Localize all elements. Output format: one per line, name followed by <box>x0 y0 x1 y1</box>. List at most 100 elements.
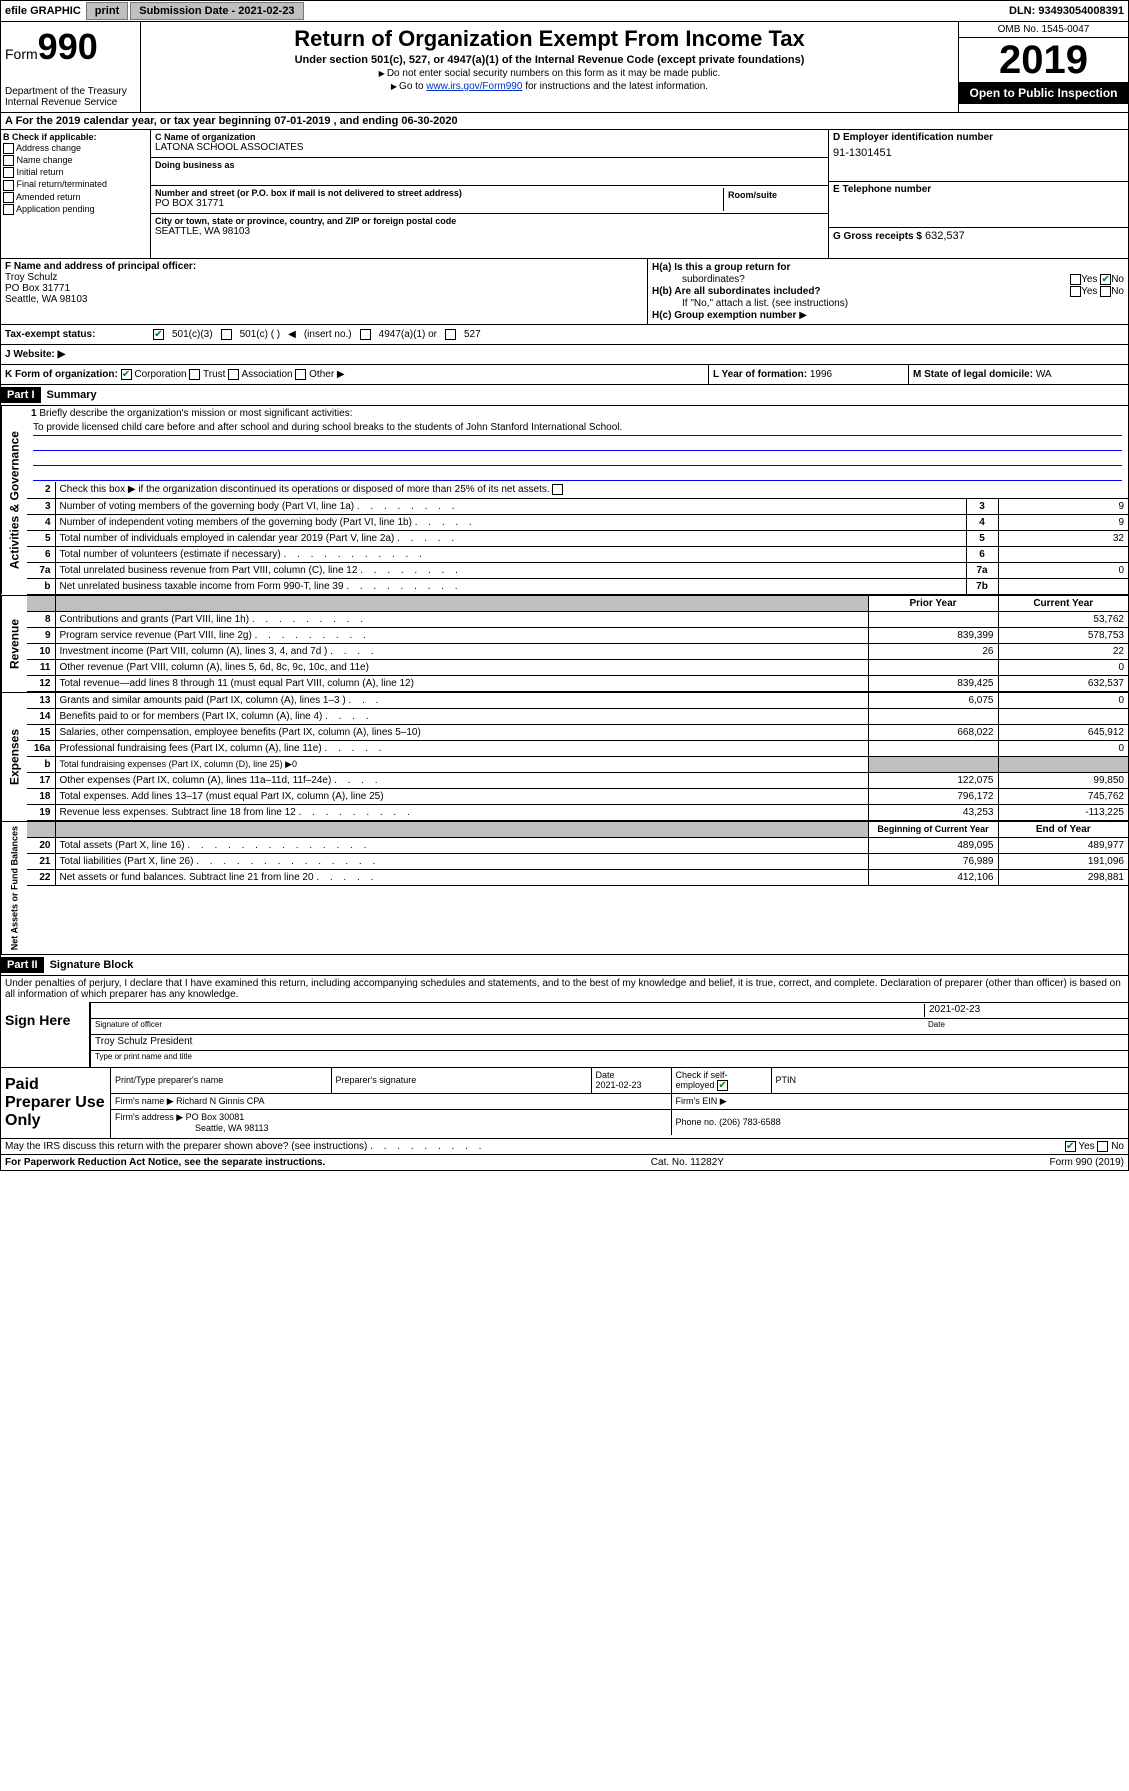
side-revenue: Revenue <box>1 596 27 692</box>
l7a-val: 0 <box>998 562 1128 578</box>
form-title: Return of Organization Exempt From Incom… <box>145 26 954 52</box>
paperwork-notice: For Paperwork Reduction Act Notice, see … <box>5 1157 325 1168</box>
l8-prior <box>868 611 998 627</box>
l15-curr: 645,912 <box>998 724 1128 740</box>
cb-501c[interactable] <box>221 329 232 340</box>
l21-beg: 76,989 <box>868 853 998 869</box>
l20-beg: 489,095 <box>868 837 998 853</box>
l17-prior: 122,075 <box>868 772 998 788</box>
expenses-section: Expenses 13Grants and similar amounts pa… <box>0 693 1129 822</box>
cb-address[interactable]: Address change <box>3 143 148 154</box>
efile-label: efile GRAPHIC <box>1 5 85 17</box>
l14-curr <box>998 708 1128 724</box>
netassets-table: Beginning of Current YearEnd of Year 20T… <box>27 822 1128 886</box>
l7b-val <box>998 578 1128 594</box>
street: PO BOX 31771 <box>155 198 723 209</box>
l3-val: 9 <box>998 498 1128 514</box>
state-domicile: WA <box>1036 369 1052 380</box>
cb-amended[interactable]: Amended return <box>3 192 148 203</box>
signature-block: Under penalties of perjury, I declare th… <box>0 976 1129 1068</box>
hb-yes[interactable] <box>1070 286 1081 297</box>
cb-assoc[interactable] <box>228 369 239 380</box>
l16a-curr: 0 <box>998 740 1128 756</box>
hb-no[interactable] <box>1100 286 1111 297</box>
preparer-block: Paid Preparer Use Only Print/Type prepar… <box>0 1068 1129 1139</box>
l11-curr: 0 <box>998 659 1128 675</box>
form990-link[interactable]: www.irs.gov/Form990 <box>426 81 522 92</box>
cb-4947[interactable] <box>360 329 371 340</box>
l13-curr: 0 <box>998 693 1128 709</box>
dept-label: Department of the Treasury <box>5 86 136 97</box>
l20-end: 489,977 <box>998 837 1128 853</box>
website-row: J Website: ▶ <box>0 345 1129 365</box>
side-expenses: Expenses <box>1 693 27 821</box>
print-button[interactable]: print <box>86 2 128 20</box>
discuss-no[interactable] <box>1097 1141 1108 1152</box>
penalty-text: Under penalties of perjury, I declare th… <box>1 976 1128 1002</box>
gross-receipts: 632,537 <box>925 230 965 242</box>
l19-curr: -113,225 <box>998 804 1128 820</box>
part-ii-header: Part IISignature Block <box>0 955 1129 976</box>
l21-end: 191,096 <box>998 853 1128 869</box>
sig-date: 2021-02-23 <box>924 1004 1124 1017</box>
cb-discontinued[interactable] <box>552 484 563 495</box>
l16a-prior <box>868 740 998 756</box>
l17-curr: 99,850 <box>998 772 1128 788</box>
l6-val <box>998 546 1128 562</box>
cat-no: Cat. No. 11282Y <box>651 1157 724 1168</box>
subdate-button[interactable]: Submission Date - 2021-02-23 <box>130 2 303 20</box>
l4-val: 9 <box>998 514 1128 530</box>
omb-label: OMB No. 1545-0047 <box>959 22 1128 38</box>
form-subtitle: Under section 501(c), 527, or 4947(a)(1)… <box>145 54 954 66</box>
cb-501c3[interactable] <box>153 329 164 340</box>
discuss-yes[interactable] <box>1065 1141 1076 1152</box>
irs-label: Internal Revenue Service <box>5 97 136 108</box>
l22-end: 298,881 <box>998 869 1128 885</box>
l12-prior: 839,425 <box>868 675 998 691</box>
netassets-section: Net Assets or Fund Balances Beginning of… <box>0 822 1129 955</box>
inst1: Do not enter social security numbers on … <box>145 68 954 79</box>
year-formation: 1996 <box>810 369 832 380</box>
firm-addr2: Seattle, WA 98113 <box>115 1123 269 1133</box>
cb-name[interactable]: Name change <box>3 155 148 166</box>
sign-here-label: Sign Here <box>1 1002 91 1067</box>
revenue-section: Revenue Prior YearCurrent Year 8Contribu… <box>0 596 1129 693</box>
firm-name: Richard N Ginnis CPA <box>176 1096 264 1106</box>
cb-other[interactable] <box>295 369 306 380</box>
col-c: C Name of organizationLATONA SCHOOL ASSO… <box>151 130 828 258</box>
cb-corp[interactable] <box>121 369 132 380</box>
l15-prior: 668,022 <box>868 724 998 740</box>
cb-trust[interactable] <box>189 369 200 380</box>
l9-curr: 578,753 <box>998 627 1128 643</box>
discuss-row: May the IRS discuss this return with the… <box>0 1139 1129 1155</box>
governance-table: 2Check this box ▶ if the organization di… <box>27 482 1128 594</box>
l18-prior: 796,172 <box>868 788 998 804</box>
header-left: Form990 Department of the Treasury Inter… <box>1 22 141 112</box>
ha-yes[interactable] <box>1070 274 1081 285</box>
officer-addr2: Seattle, WA 98103 <box>5 294 643 305</box>
col-de: D Employer identification number91-13014… <box>828 130 1128 258</box>
officer-addr1: PO Box 31771 <box>5 283 643 294</box>
ein: 91-1301451 <box>833 147 1124 159</box>
l18-curr: 745,762 <box>998 788 1128 804</box>
expenses-table: 13Grants and similar amounts paid (Part … <box>27 693 1128 821</box>
korg-row: K Form of organization: Corporation Trus… <box>0 365 1129 385</box>
activities-governance: Activities & Governance 1 Briefly descri… <box>0 406 1129 595</box>
ha-no[interactable] <box>1100 274 1111 285</box>
officer-sig-name: Troy Schulz President <box>95 1036 1124 1049</box>
cb-final[interactable]: Final return/terminated <box>3 179 148 190</box>
side-netassets: Net Assets or Fund Balances <box>1 822 27 954</box>
firm-addr1: PO Box 30081 <box>186 1112 245 1122</box>
cb-application[interactable]: Application pending <box>3 204 148 215</box>
footer: For Paperwork Reduction Act Notice, see … <box>0 1155 1129 1171</box>
l10-prior: 26 <box>868 643 998 659</box>
cb-self-employed[interactable] <box>717 1080 728 1091</box>
l22-beg: 412,106 <box>868 869 998 885</box>
l14-prior <box>868 708 998 724</box>
cb-initial[interactable]: Initial return <box>3 167 148 178</box>
cb-527[interactable] <box>445 329 456 340</box>
col-f: F Name and address of principal officer:… <box>1 259 648 324</box>
form-ref: Form 990 (2019) <box>1050 1157 1124 1168</box>
dln-label: DLN: 93493054008391 <box>1009 5 1128 17</box>
l9-prior: 839,399 <box>868 627 998 643</box>
